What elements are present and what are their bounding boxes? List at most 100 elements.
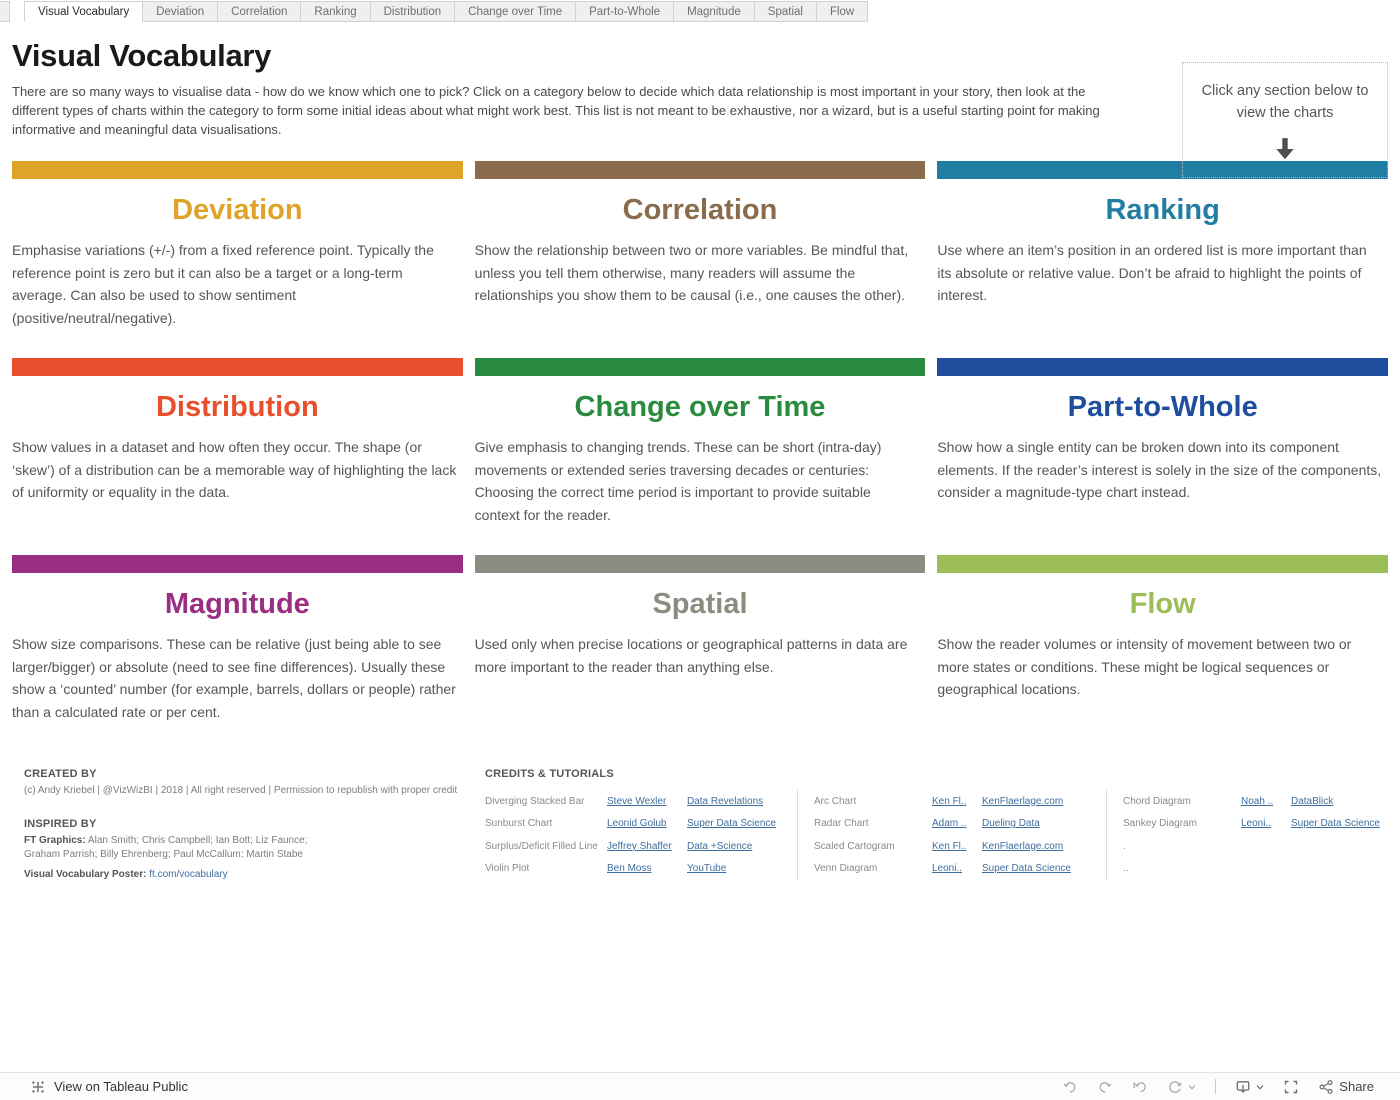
- credit-author-link[interactable]: Leonid Golub: [607, 818, 667, 830]
- credit-row: Venn Diagram Leoni.. Super Data Science: [814, 858, 1092, 881]
- credit-author-link[interactable]: Leoni..: [932, 863, 963, 875]
- tab-correlation[interactable]: Correlation: [217, 1, 301, 22]
- credits-tutorials: CREDITS & TUTORIALS Diverging Stacked Ba…: [485, 768, 1400, 882]
- credit-author-link[interactable]: Ken Fl..: [932, 795, 967, 807]
- credit-author-link[interactable]: Ben Moss: [607, 863, 652, 875]
- intro-text: There are so many ways to visualise data…: [12, 84, 1100, 137]
- down-arrow-icon: [1195, 136, 1375, 167]
- toolbar-actions: Share: [1062, 1079, 1374, 1095]
- credit-author-link[interactable]: Jeffrey Shaffer: [607, 840, 672, 852]
- sheet-tabs: Visual Vocabulary Deviation Correlation Ran…: [24, 1, 869, 22]
- credit-author-link[interactable]: Ken Fl..: [932, 840, 967, 852]
- tab-ranking[interactable]: Ranking: [300, 1, 370, 22]
- section-magnitude[interactable]: Magnitude Show size comparisons. These ca…: [12, 555, 463, 752]
- section-description: Emphasise variations (+/-) from a fixed …: [12, 242, 434, 326]
- section-title: Change over Time: [574, 391, 826, 423]
- section-color-bar[interactable]: [474, 358, 926, 376]
- tab-visual-vocabulary[interactable]: Visual Vocabulary: [24, 1, 144, 22]
- redo-button[interactable]: [1097, 1079, 1113, 1095]
- section-correlation[interactable]: Correlation Show the relationship between…: [474, 161, 926, 358]
- refresh-icon: [1169, 1080, 1182, 1093]
- chevron-down-icon: [1188, 1084, 1196, 1090]
- revert-button[interactable]: [1132, 1079, 1148, 1095]
- section-color-bar[interactable]: [474, 555, 926, 573]
- tab-flow[interactable]: Flow: [815, 1, 869, 22]
- section-color-bar[interactable]: [12, 358, 463, 376]
- section-change-over-time[interactable]: Change over Time Give emphasis to changin…: [474, 358, 926, 555]
- credit-chart-label: Chord Diagram: [1123, 795, 1191, 807]
- tab-deviation[interactable]: Deviation: [143, 1, 218, 22]
- footer: CREATED BY (c) Andy Kriebel | @VizWizBI …: [24, 768, 1380, 882]
- share-icon: [1319, 1079, 1333, 1094]
- section-color-bar[interactable]: [937, 161, 1388, 179]
- credit-row: Diverging Stacked Bar Steve Wexler Data Re…: [485, 790, 783, 813]
- credit-chart-label: Scaled Cartogram: [814, 840, 895, 852]
- tab-change-over-time[interactable]: Change over Time: [454, 1, 576, 22]
- section-distribution[interactable]: Distribution Show values in a dataset and…: [12, 358, 463, 555]
- credit-chart-label: Sankey Diagram: [1123, 818, 1197, 830]
- tab-magnitude[interactable]: Magnitude: [673, 1, 754, 22]
- credit-author-link[interactable]: Noah ..: [1241, 795, 1274, 807]
- credit-site-link[interactable]: Dueling Data: [982, 818, 1040, 830]
- credit-group-2: Arc Chart Ken Fl.. KenFlaerlage.com Radar C…: [797, 790, 1106, 880]
- section-title: Spatial: [652, 588, 748, 620]
- section-description: Show values in a dataset and how often t…: [12, 439, 457, 500]
- credit-chart-label: Venn Diagram: [814, 863, 878, 875]
- ft-graphics-names-2: Graham Parrish; Billy Ehrenberg; Paul Mc…: [24, 849, 303, 860]
- section-title: Deviation: [172, 194, 303, 226]
- section-spatial[interactable]: Spatial Used only when precise locations …: [474, 555, 926, 752]
- credit-site-link[interactable]: KenFlaerlage.com: [982, 795, 1064, 807]
- section-color-bar[interactable]: [12, 161, 463, 179]
- credit-chart-label: Diverging Stacked Bar: [485, 795, 585, 807]
- credit-author-link[interactable]: Leoni..: [1241, 818, 1272, 830]
- credit-author-link[interactable]: Adam ..: [932, 818, 967, 830]
- credit-site-link[interactable]: Data Revelations: [687, 795, 764, 807]
- credit-site-link[interactable]: Data +Science: [687, 840, 753, 852]
- section-title: Correlation: [622, 194, 778, 226]
- tab-part-to-whole[interactable]: Part-to-Whole: [575, 1, 674, 22]
- section-title: Ranking: [1105, 194, 1220, 226]
- credit-site-link[interactable]: Super Data Science: [982, 863, 1071, 875]
- download-button[interactable]: [1235, 1079, 1264, 1095]
- credit-site-link[interactable]: DataBlick: [1291, 795, 1334, 807]
- view-on-tableau-public-button[interactable]: View on Tableau Public: [30, 1079, 188, 1095]
- callout-text: Click any section below to view the char…: [1201, 83, 1369, 121]
- credit-chart-label: Radar Chart: [814, 818, 869, 830]
- credit-site-link[interactable]: Super Data Science: [687, 818, 776, 830]
- credit-author-link[interactable]: Steve Wexler: [607, 795, 667, 807]
- credit-chart-label: Arc Chart: [814, 795, 857, 807]
- credit-row: Surplus/Deficit Filled Line Jeffrey Shaff…: [485, 835, 783, 858]
- section-description: Show size comparisons. These can be rela…: [12, 636, 456, 720]
- credit-chart-label: ..: [1123, 863, 1129, 875]
- section-part-to-whole[interactable]: Part-to-Whole Show how a single entity ca…: [937, 358, 1388, 555]
- download-icon: [1236, 1080, 1250, 1093]
- section-color-bar[interactable]: [937, 358, 1388, 376]
- category-grid: Deviation Emphasise variations (+/-) from…: [12, 161, 1388, 752]
- credit-chart-label: Sunburst Chart: [485, 818, 553, 830]
- poster-link[interactable]: ft.com/vocabulary: [149, 869, 228, 880]
- credit-site-link[interactable]: KenFlaerlage.com: [982, 840, 1064, 852]
- credit-chart-label: Surplus/Deficit Filled Line: [485, 840, 598, 852]
- section-title: Magnitude: [164, 588, 310, 620]
- section-color-bar[interactable]: [474, 161, 926, 179]
- tab-spatial[interactable]: Spatial: [753, 1, 816, 22]
- section-color-bar[interactable]: [937, 555, 1388, 573]
- ft-graphics-label: FT Graphics:: [24, 835, 86, 846]
- fullscreen-button[interactable]: [1283, 1079, 1299, 1095]
- tableau-toolbar: View on Tableau Public Share: [0, 1072, 1400, 1100]
- section-deviation[interactable]: Deviation Emphasise variations (+/-) from…: [12, 161, 463, 358]
- undo-button[interactable]: [1062, 1079, 1078, 1095]
- credit-row: ..: [1123, 858, 1400, 881]
- credit-site-link[interactable]: Super Data Science: [1291, 818, 1380, 830]
- view-on-tableau-public-label: View on Tableau Public: [54, 1079, 188, 1094]
- section-ranking[interactable]: Ranking Use where an item’s position in a…: [937, 161, 1388, 358]
- section-description: Show the relationship between two or mor…: [474, 242, 909, 303]
- refresh-button[interactable]: [1167, 1079, 1196, 1095]
- sheet-tab-bar: Visual Vocabulary Deviation Correlation Ran…: [0, 0, 1400, 22]
- share-button[interactable]: Share: [1318, 1079, 1374, 1095]
- tab-distribution[interactable]: Distribution: [369, 1, 455, 22]
- section-color-bar[interactable]: [12, 555, 463, 573]
- section-flow[interactable]: Flow Show the reader volumes or intensity…: [937, 555, 1388, 752]
- credit-site-link[interactable]: YouTube: [687, 863, 727, 875]
- section-description: Used only when precise locations or geog…: [474, 636, 908, 675]
